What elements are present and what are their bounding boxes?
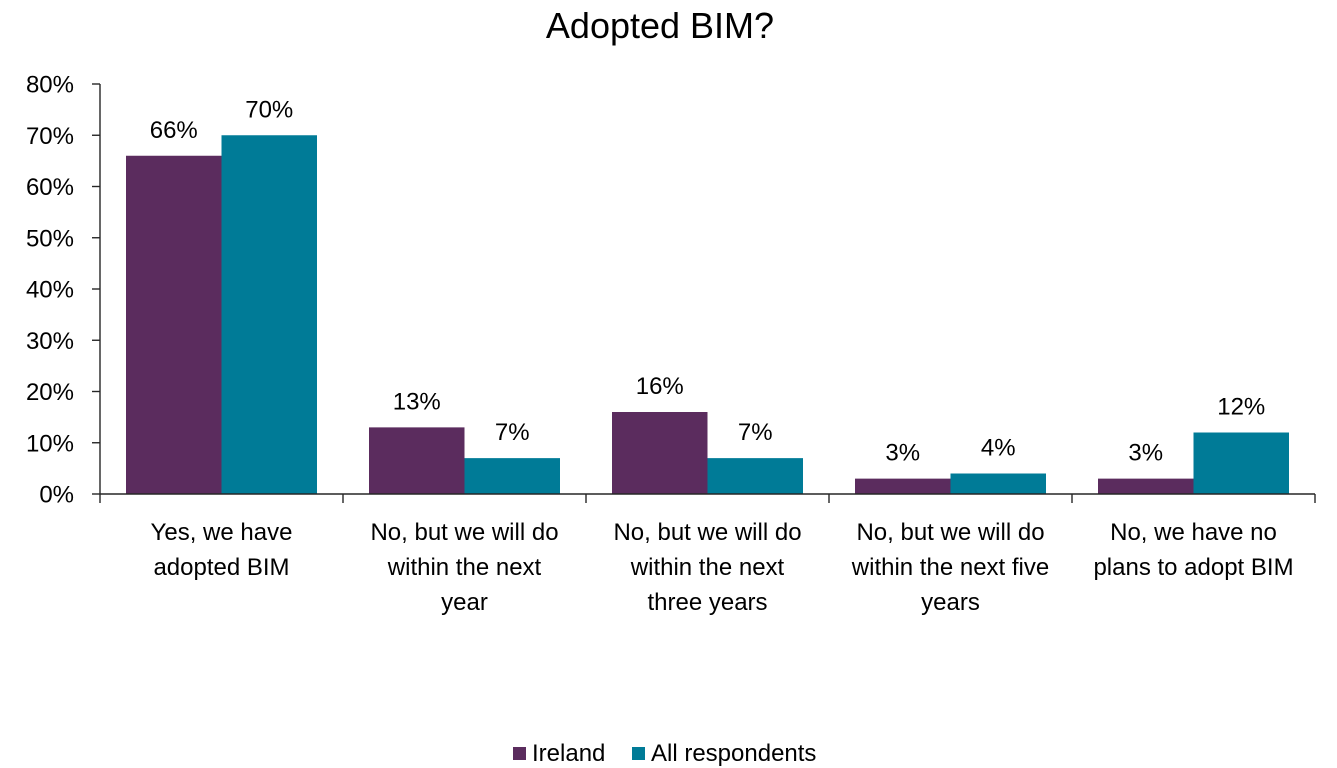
y-tick-label-80: 80%	[26, 72, 74, 99]
y-tick-label-10: 10%	[26, 430, 74, 457]
y-tick-label-50: 50%	[26, 225, 74, 252]
legend: Ireland All respondents	[513, 740, 816, 767]
y-tick-label-70: 70%	[26, 123, 74, 150]
axes: 0% 10% 20% 30% 40% 50% 60% 70% 80%	[26, 72, 1316, 509]
data-label-ireland-2: 13%	[393, 388, 441, 415]
legend-item-all-respondents: All respondents	[632, 740, 816, 767]
bar-all-respondents-4	[950, 473, 1046, 494]
legend-swatch-all-respondents	[632, 747, 645, 760]
bar-all-respondents-1	[221, 135, 317, 494]
data-label-ireland-5: 3%	[1128, 440, 1163, 467]
data-label-all-respondents-2: 7%	[495, 419, 530, 446]
bars	[126, 135, 1289, 494]
bar-ireland-3	[612, 412, 708, 494]
y-tick-label-0: 0%	[39, 482, 74, 509]
y-tick-label-40: 40%	[26, 277, 74, 304]
bar-all-respondents-5	[1193, 432, 1289, 494]
legend-label-ireland: Ireland	[532, 740, 605, 767]
data-label-ireland-1: 66%	[150, 117, 198, 144]
data-labels: 66% 13% 16% 3% 3% 70% 7% 7% 4% 12%	[150, 96, 1266, 466]
y-tick-label-60: 60%	[26, 174, 74, 201]
bar-ireland-2	[369, 427, 465, 494]
chart-title: Adopted BIM?	[546, 5, 774, 46]
x-category-label-1: Yes, we have adopted BIM	[150, 519, 293, 581]
x-category-label-5: No, we have no plans to adopt BIM	[1093, 519, 1294, 581]
legend-item-ireland: Ireland	[513, 740, 605, 767]
data-label-all-respondents-1: 70%	[245, 96, 293, 123]
y-tick-label-20: 20%	[26, 379, 74, 406]
bar-ireland-4	[855, 478, 951, 494]
x-category-label-2: No, but we will do within the next year	[370, 519, 559, 616]
data-label-all-respondents-3: 7%	[738, 419, 773, 446]
data-label-all-respondents-4: 4%	[981, 435, 1016, 462]
data-label-ireland-4: 3%	[885, 440, 920, 467]
y-tick-label-30: 30%	[26, 328, 74, 355]
bar-all-respondents-3	[707, 458, 803, 494]
bar-ireland-1	[126, 155, 222, 494]
data-label-ireland-3: 16%	[636, 373, 684, 400]
x-category-label-4: No, but we will do within the next five …	[851, 519, 1050, 616]
x-category-label-3: No, but we will do within the next three…	[613, 519, 802, 616]
data-label-all-respondents-5: 12%	[1217, 394, 1265, 421]
legend-label-all-respondents: All respondents	[651, 740, 816, 767]
x-axis-ticks	[99, 494, 1316, 503]
y-axis-ticks: 0% 10% 20% 30% 40% 50% 60% 70% 80%	[26, 72, 100, 509]
bar-ireland-5	[1098, 478, 1194, 494]
bar-all-respondents-2	[464, 458, 560, 494]
legend-swatch-ireland	[513, 747, 526, 760]
